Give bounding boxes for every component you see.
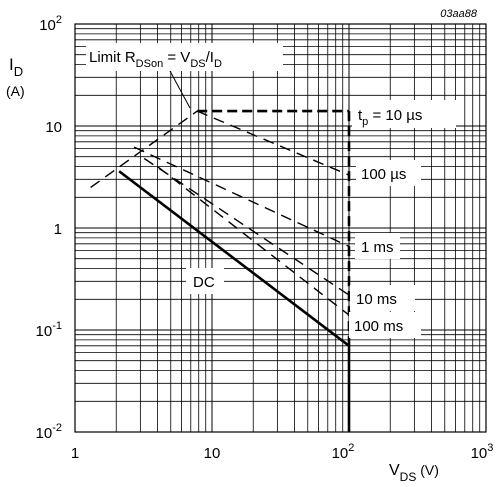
- y-axis-label: ID: [9, 55, 23, 79]
- label-tp-10us: tp = 10 µs: [358, 107, 422, 128]
- limit-rdson-label: Limit RDSon = VDS/ID: [89, 49, 222, 70]
- y-tick-100: 102: [39, 14, 62, 34]
- series-line-0: [90, 110, 198, 188]
- label-box-dc: [186, 268, 224, 294]
- x-tick-1000: 103: [471, 442, 494, 462]
- series-lines: [90, 109, 351, 432]
- y-tick-0-01: 10-2: [36, 422, 62, 442]
- label-dc: DC: [193, 274, 215, 291]
- label-1ms: 1 ms: [361, 239, 394, 256]
- y-tick-1: 1: [54, 221, 62, 238]
- series-line-7: [118, 170, 350, 347]
- limit-label-box: [86, 43, 283, 71]
- label-box-10us: [352, 100, 456, 128]
- limit-label-leader: [169, 70, 191, 109]
- plot-frame: [74, 23, 487, 433]
- series-line-2: [196, 110, 350, 176]
- y-axis-unit: (A): [6, 83, 25, 99]
- x-tick-10: 10: [204, 445, 221, 462]
- label-100ms: 100 ms: [354, 318, 403, 335]
- figure-id: 03aa88: [440, 8, 478, 20]
- label-box-10ms: [350, 285, 415, 311]
- series-line-4: [143, 157, 350, 296]
- label-100us: 100 µs: [361, 166, 406, 183]
- y-tick-10: 10: [45, 119, 62, 136]
- label-box-100ms: [349, 312, 421, 338]
- y-tick-0-1: 10-1: [36, 320, 62, 340]
- label-box-1ms: [355, 233, 400, 259]
- x-axis-label: VDS (V): [389, 462, 439, 484]
- series-line-5: [157, 166, 350, 316]
- grid-lines: [75, 24, 486, 432]
- x-tick-100: 102: [332, 442, 355, 462]
- label-box-100us: [356, 160, 421, 186]
- label-10ms: 10 ms: [356, 291, 397, 308]
- series-line-3: [133, 146, 350, 248]
- x-tick-1: 1: [71, 445, 79, 462]
